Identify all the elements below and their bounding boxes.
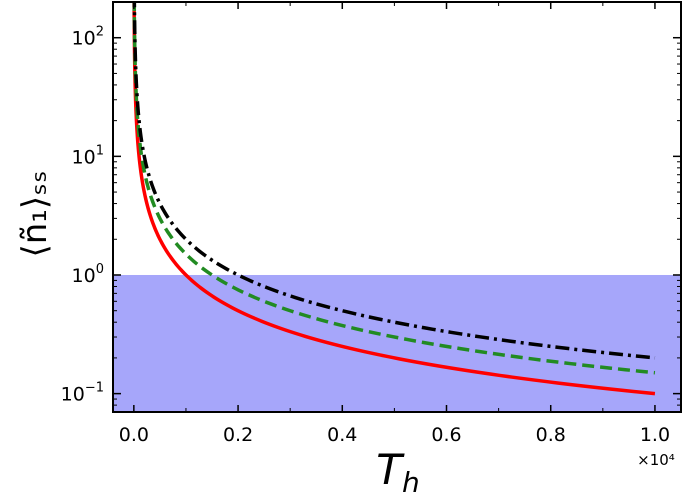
curves	[132, 2, 656, 396]
x-tick-label: 1.0	[640, 424, 670, 446]
x-tick-label: 0.2	[223, 424, 253, 446]
y-tick-exponent: 2	[96, 25, 104, 40]
x-axis-label-sub: h	[402, 466, 420, 492]
y-tick-label: 10−1	[61, 381, 104, 406]
x-axis-label: Th	[376, 445, 419, 492]
x-tick-label: 0.4	[327, 424, 357, 446]
y-tick-exponent: 1	[96, 143, 104, 158]
x-axis: 0.0 0.2 0.4 0.6 0.8 1.0	[119, 2, 670, 446]
x-tick-label: 0.0	[119, 424, 149, 446]
y-tick-label: 100	[72, 262, 104, 287]
y-tick-base: 10	[72, 146, 96, 168]
y-tick-base: 10	[72, 265, 96, 287]
y-tick-base: 10	[61, 384, 85, 406]
shaded-region	[113, 274, 681, 412]
y-tick-exponent: −1	[85, 381, 104, 396]
series-line-dashdot	[132, 2, 656, 360]
series-line-dashed	[132, 2, 656, 375]
x-offset-text: ×10⁴	[637, 451, 675, 469]
y-tick-base: 10	[72, 28, 96, 50]
x-tick-label: 0.8	[536, 424, 566, 446]
y-tick-label: 102	[72, 25, 104, 50]
x-axis-label-main: T	[376, 445, 405, 492]
x-tick-label: 0.6	[431, 424, 461, 446]
y-tick-label: 101	[72, 143, 104, 168]
plot-frame	[112, 1, 682, 413]
y-tick-exponent: 0	[96, 262, 104, 277]
plot-area	[112, 1, 682, 413]
y-axis-label: ⟨ñ₁⟩ₛₛ	[15, 170, 55, 257]
